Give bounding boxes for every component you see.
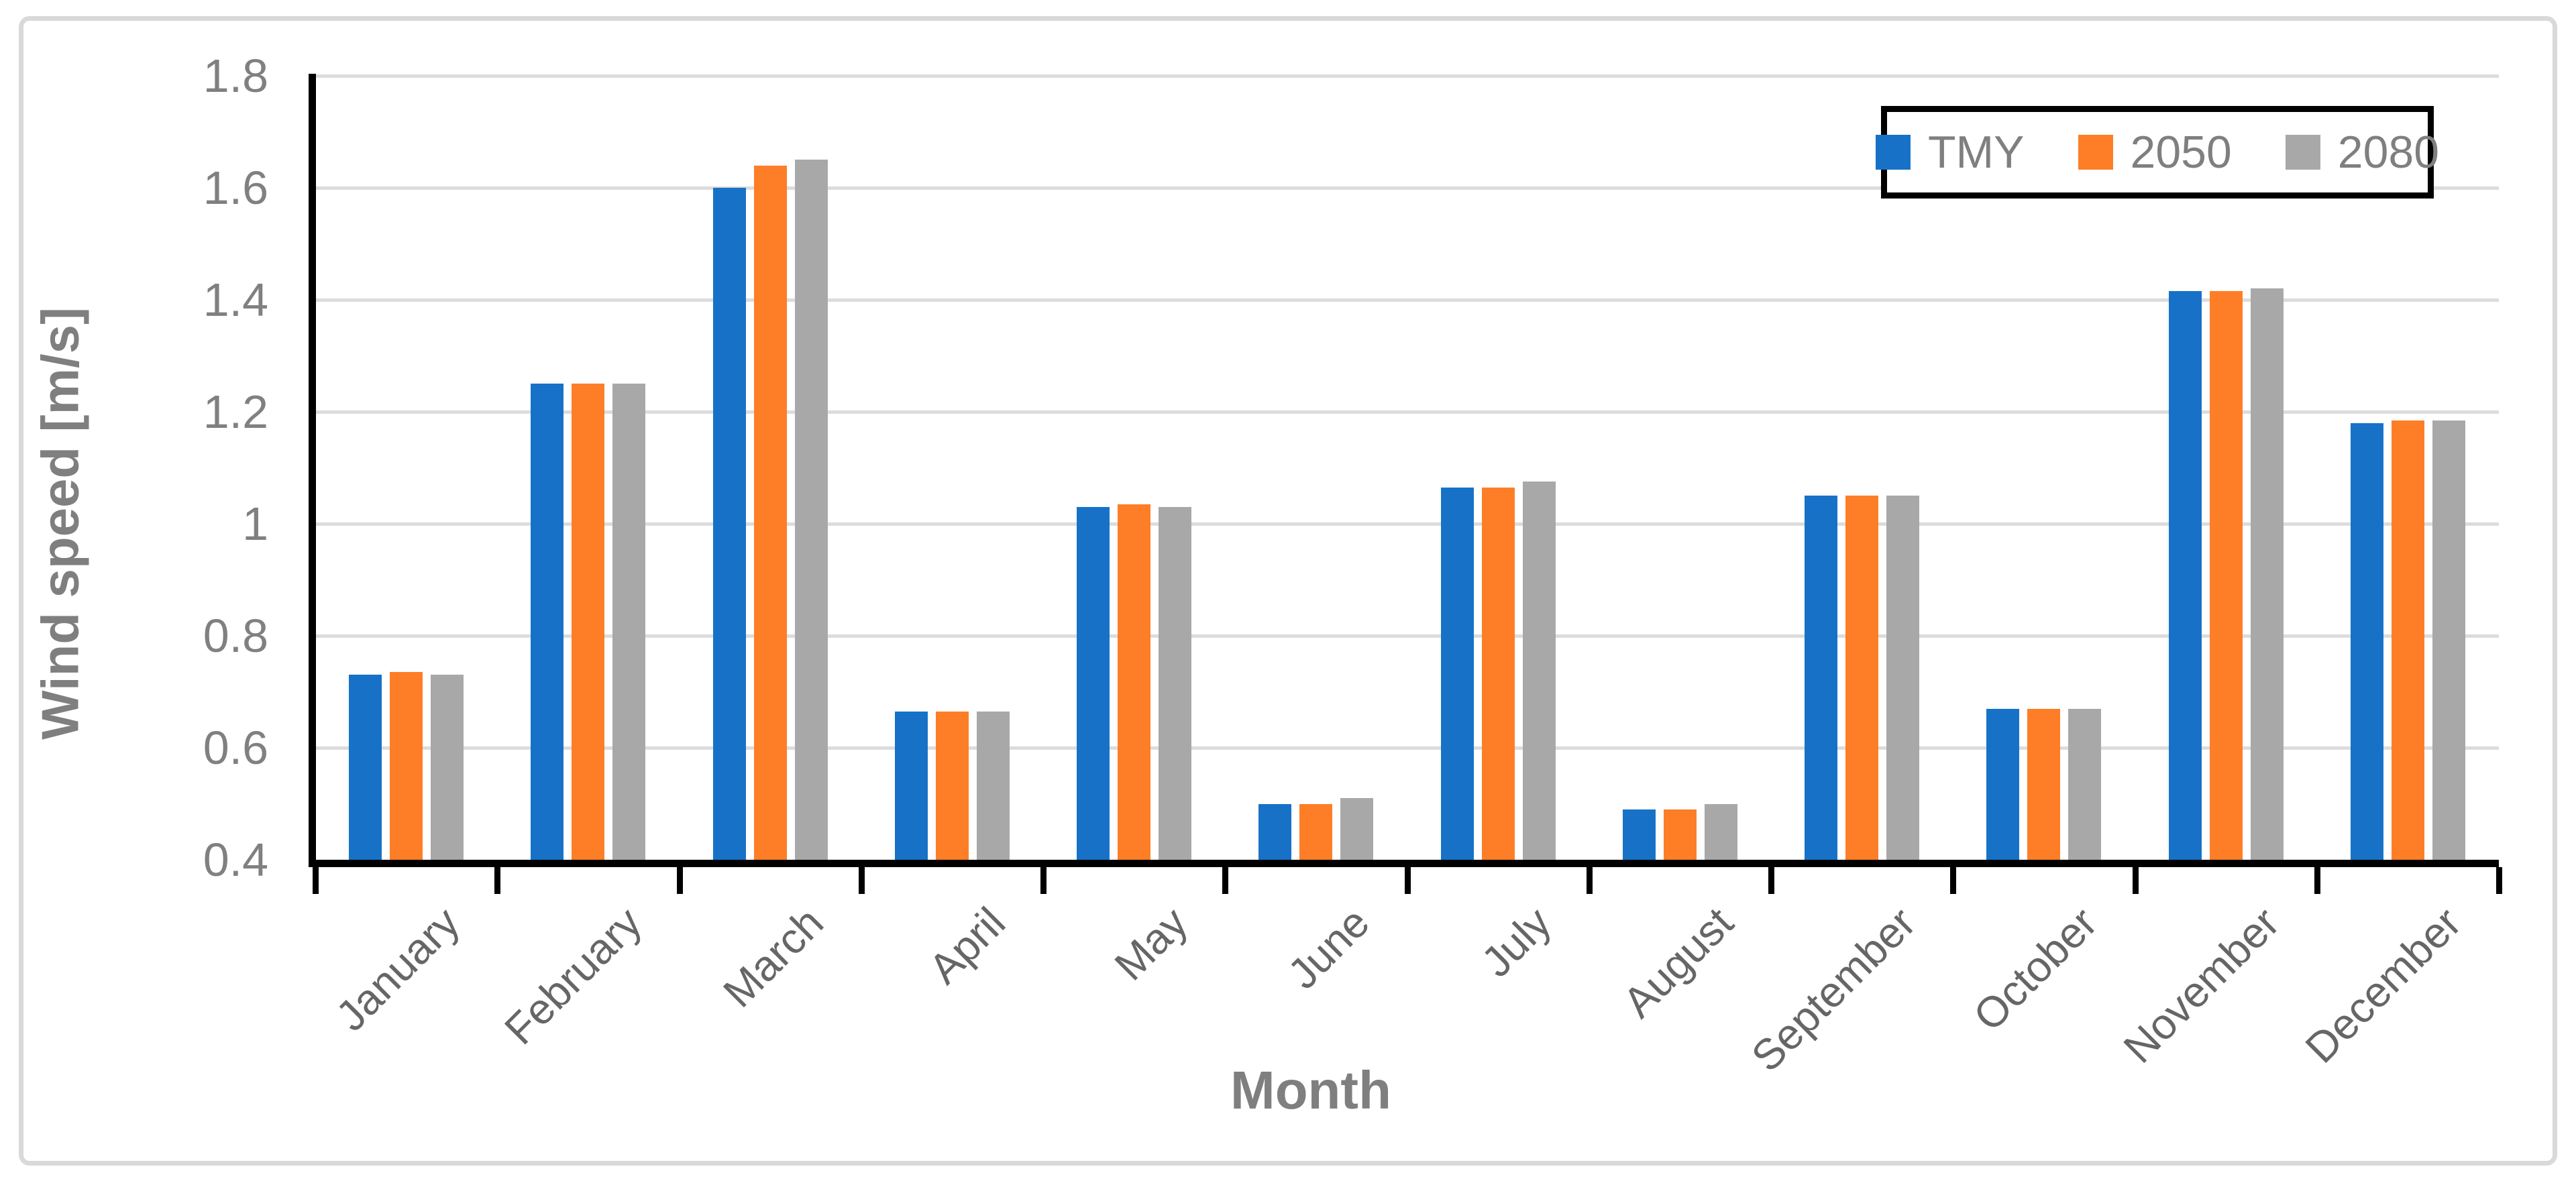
bar-january-2050 (390, 672, 423, 860)
gridline (315, 746, 2499, 750)
y-tick-label: 0.4 (203, 834, 268, 886)
x-axis-tick (313, 867, 319, 894)
y-tick-label: 0.6 (203, 722, 268, 774)
gridline (315, 74, 2499, 78)
x-axis-tick (858, 867, 865, 894)
x-axis-tick (1040, 867, 1046, 894)
legend-label-2050: 2050 (2130, 127, 2232, 178)
bar-july-2080 (1522, 482, 1556, 860)
gridline (315, 298, 2499, 302)
swatch-2050-icon (2078, 135, 2113, 170)
tmy-swatch-icon (1875, 135, 1911, 170)
x-axis-tick (2314, 867, 2320, 894)
x-axis-tick (1222, 867, 1229, 894)
bar-may-2050 (1118, 504, 1151, 860)
bar-november-2080 (2250, 288, 2284, 860)
bar-february-2080 (612, 384, 646, 860)
y-tick-label: 1.6 (203, 162, 268, 214)
x-axis-tick (2132, 867, 2139, 894)
bar-february-tmy (531, 384, 564, 860)
bar-june-tmy (1258, 803, 1292, 860)
x-axis-tick (676, 867, 683, 894)
bar-february-2050 (572, 384, 605, 860)
y-tick-label: 1.4 (203, 274, 268, 326)
bar-june-2080 (1340, 798, 1374, 860)
gridline (315, 522, 2499, 526)
x-axis-tick (494, 867, 501, 894)
x-axis-title: Month (1230, 1060, 1391, 1120)
x-axis-tick (2496, 867, 2502, 894)
y-tick-label: 0.8 (203, 610, 268, 662)
x-axis-tick (1404, 867, 1411, 894)
gridline (315, 186, 2499, 190)
bar-september-2050 (1845, 496, 1879, 860)
plot-area (315, 74, 2499, 860)
figure-border (19, 16, 2557, 1166)
legend-item-tmy: TMY (1875, 127, 2025, 178)
legend: TMY 2050 2080 (1875, 106, 2439, 199)
x-axis-tick (1950, 867, 1957, 894)
bar-august-tmy (1622, 809, 1656, 860)
bar-august-2080 (1704, 803, 1737, 860)
bar-december-2080 (2432, 420, 2465, 860)
bar-march-2080 (794, 160, 828, 860)
bar-july-2050 (1481, 487, 1515, 860)
bar-march-tmy (712, 188, 746, 860)
bar-may-tmy (1077, 506, 1110, 860)
bar-july-tmy (1440, 487, 1474, 860)
gridline (315, 410, 2499, 414)
x-axis-line (309, 860, 2499, 867)
bar-april-tmy (894, 711, 928, 860)
gridline (315, 634, 2499, 638)
legend-label-2080: 2080 (2337, 127, 2440, 178)
y-tick-label: 1.2 (203, 386, 268, 438)
y-axis-line (309, 74, 316, 865)
bar-november-tmy (2168, 291, 2202, 860)
bar-january-tmy (349, 675, 382, 860)
bar-march-2050 (753, 165, 787, 860)
bar-november-2050 (2209, 291, 2243, 860)
x-axis-tick (1586, 867, 1593, 894)
swatch-2080-icon (2285, 135, 2320, 170)
legend-label-tmy: TMY (1927, 127, 2025, 178)
y-tick-label: 1 (242, 498, 268, 550)
bar-june-2050 (1299, 803, 1333, 860)
bar-december-tmy (2350, 422, 2383, 860)
bar-april-2050 (935, 711, 969, 860)
bar-september-tmy (1805, 496, 1838, 860)
bar-april-2080 (976, 711, 1010, 860)
legend-item-2080: 2080 (2285, 127, 2440, 178)
x-axis-tick (1768, 867, 1774, 894)
bar-january-2080 (431, 675, 464, 860)
y-axis-title: Wind speed [m/s] (30, 306, 90, 740)
legend-item-2050: 2050 (2078, 129, 2232, 175)
bar-may-2080 (1159, 506, 1192, 860)
bar-october-2080 (2068, 708, 2102, 860)
bar-december-2050 (2391, 420, 2424, 860)
bar-august-2050 (1663, 809, 1697, 860)
bar-october-tmy (1986, 708, 2020, 860)
y-tick-label: 1.8 (203, 50, 268, 102)
bar-september-2080 (1886, 496, 1920, 860)
bar-october-2050 (2027, 708, 2061, 860)
